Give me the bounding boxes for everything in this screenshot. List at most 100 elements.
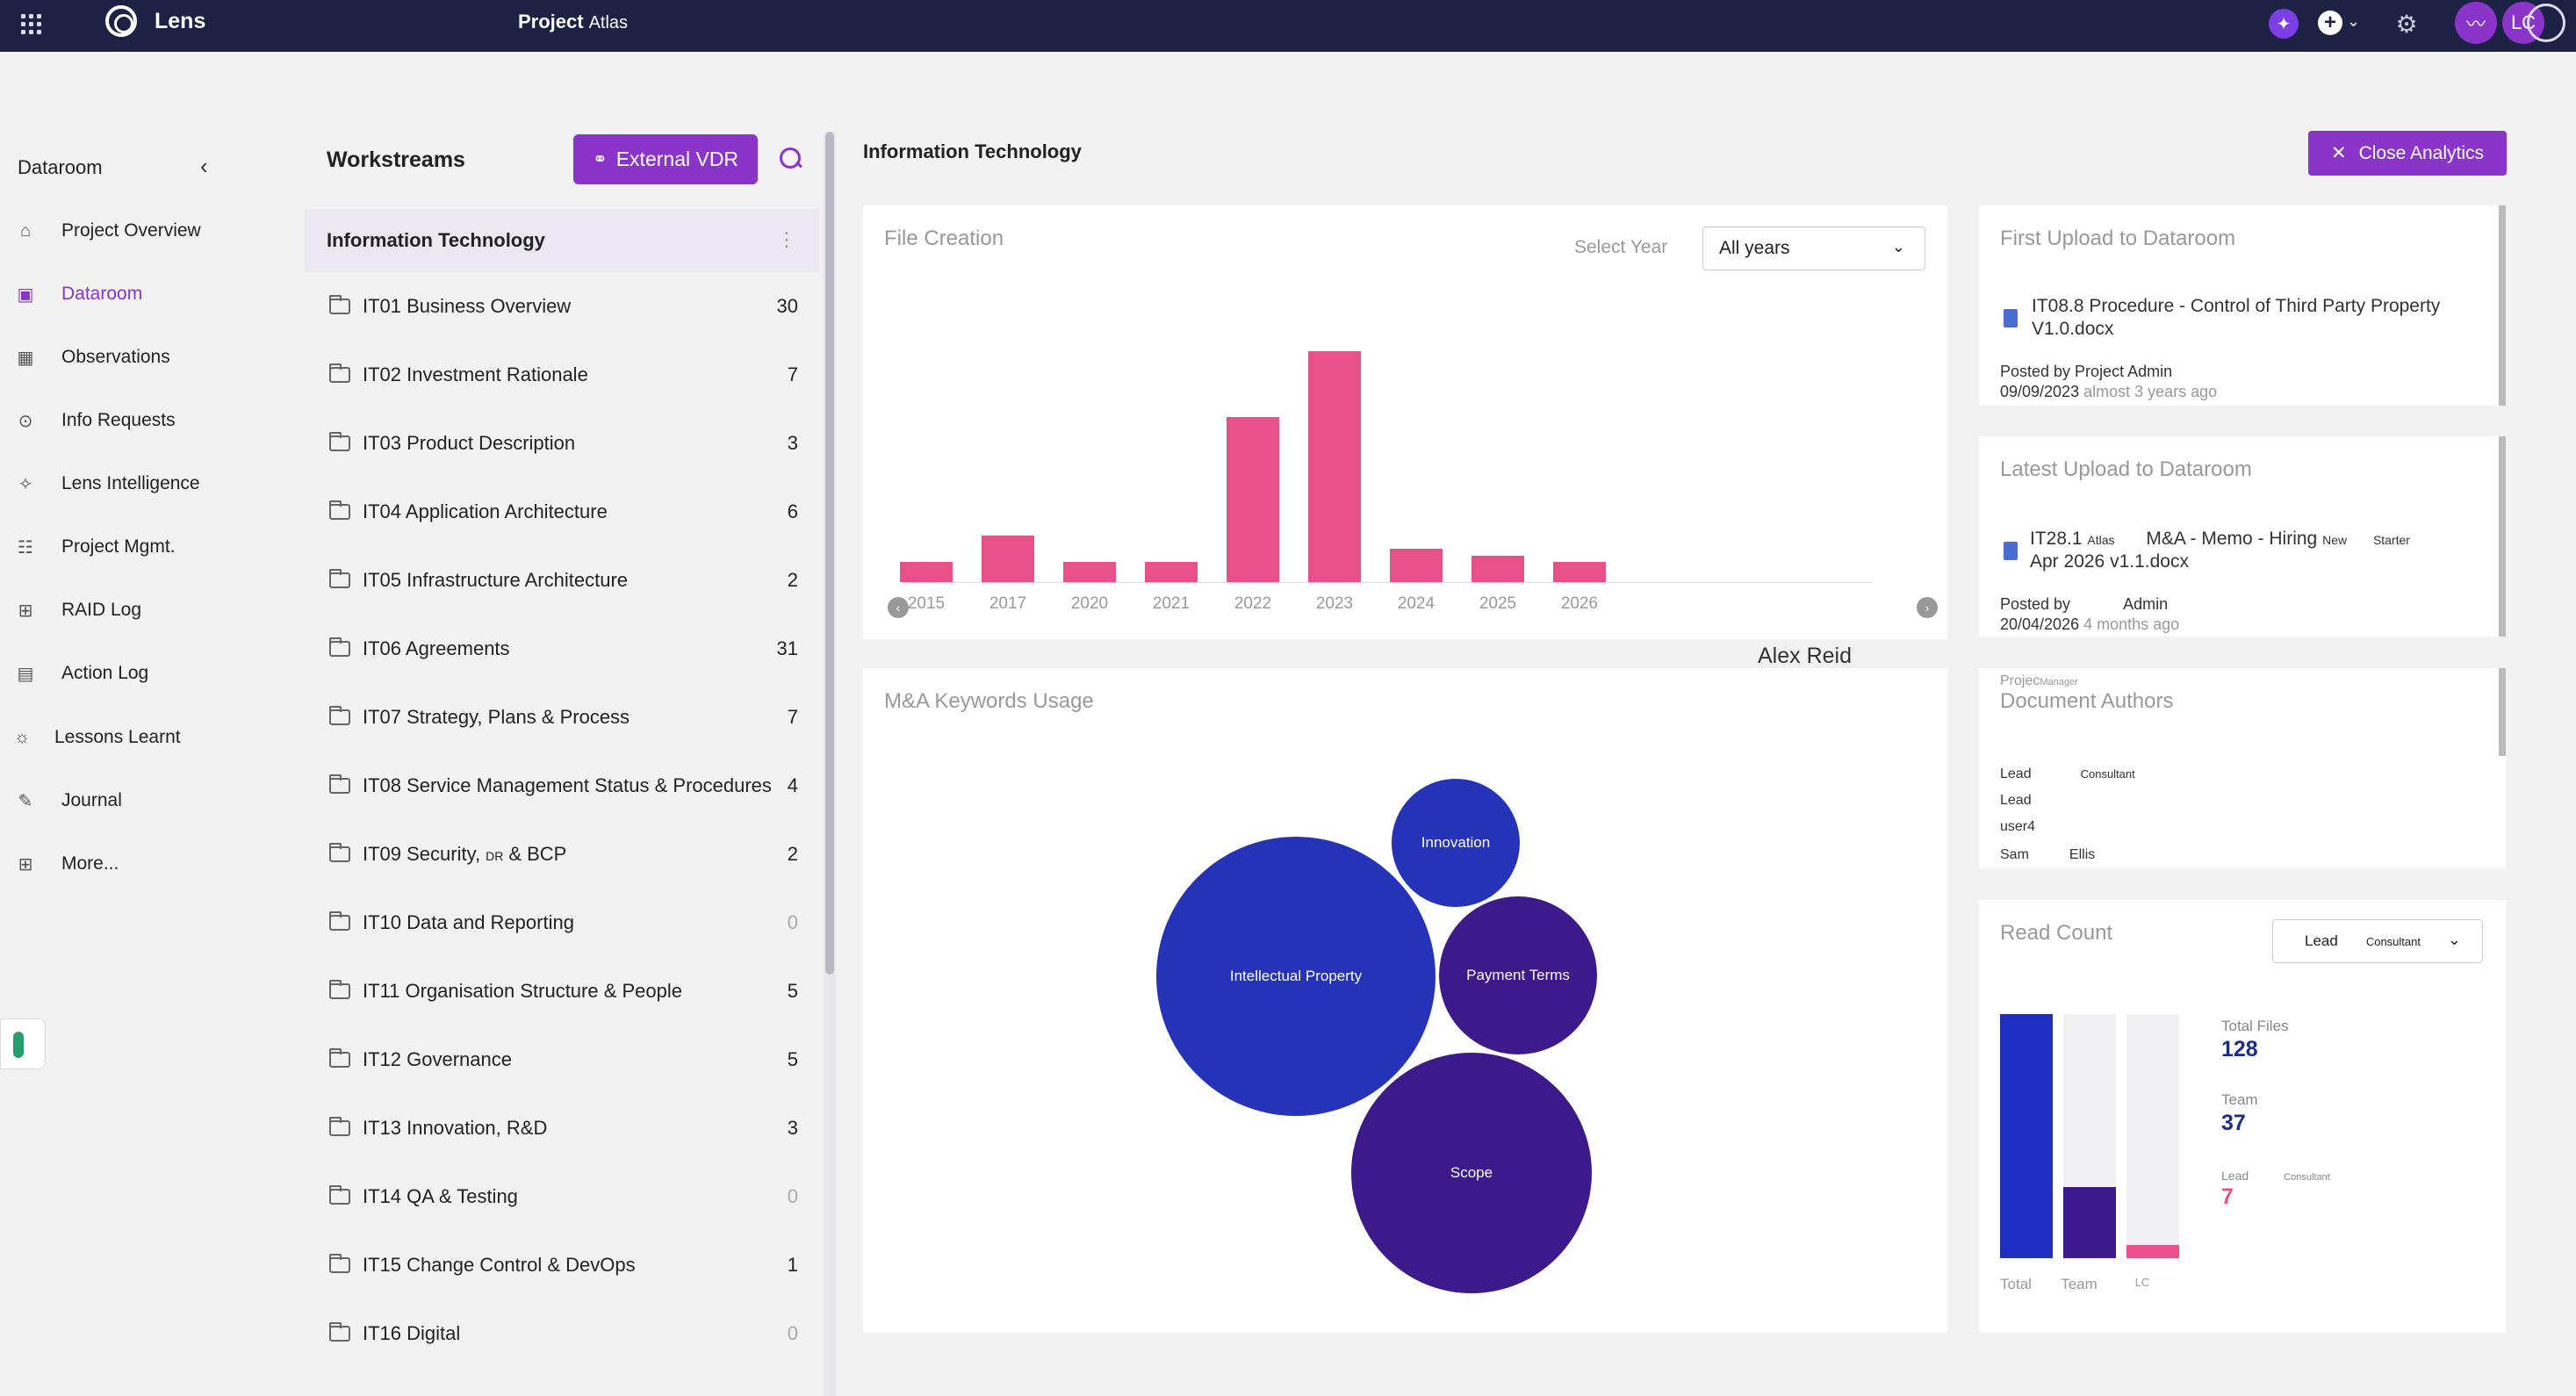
workstream-label: IT09 Security, DR & BCP bbox=[363, 843, 566, 866]
sidebar-item-label: Dataroom bbox=[61, 284, 143, 304]
sidebar-item-label: Project Overview bbox=[61, 220, 201, 241]
sidebar-item-info-requests[interactable]: ⊙ Info Requests bbox=[14, 403, 176, 438]
workstream-row[interactable]: IT11 Organisation Structure & People 5 bbox=[305, 957, 819, 1025]
workstream-label: IT14 QA & Testing bbox=[363, 1185, 518, 1207]
chart-bar[interactable] bbox=[900, 562, 953, 582]
workstream-row[interactable]: IT15 Change Control & DevOps 1 bbox=[305, 1231, 819, 1299]
workstream-label: IT01 Business Overview bbox=[363, 295, 572, 317]
x-tick-label: 2024 bbox=[1397, 594, 1436, 613]
x-tick-label: 2020 bbox=[1070, 594, 1109, 613]
chart-bar[interactable] bbox=[1063, 562, 1116, 582]
workstream-row[interactable]: IT16 Digital 0 bbox=[305, 1299, 819, 1368]
workstream-count: 2 bbox=[787, 843, 798, 865]
file-creation-card: File Creation Select Year All years ⌄ 20… bbox=[863, 205, 1947, 639]
gear-icon[interactable]: ⚙ bbox=[2395, 10, 2418, 38]
read-bar[interactable] bbox=[2000, 1014, 2053, 1258]
first-upload-file-link[interactable]: IT08.8 Procedure - Control of Third Part… bbox=[2032, 296, 2441, 340]
workstream-label-main: IT09 Security, bbox=[363, 843, 481, 865]
workstream-label-suffix: & BCP bbox=[508, 843, 567, 865]
chart-next-icon[interactable]: › bbox=[1917, 597, 1938, 618]
folder-icon bbox=[329, 1048, 350, 1068]
feedback-tab[interactable] bbox=[0, 1018, 46, 1069]
app-grid-icon[interactable] bbox=[18, 11, 42, 35]
chart-prev-icon[interactable]: ‹ bbox=[888, 597, 909, 618]
sidebar-item-label: Info Requests bbox=[61, 410, 176, 430]
chart-bar[interactable] bbox=[1553, 562, 1606, 582]
top-bar: Lens Project Atlas ✦ + ⌄ ⚙ 〰 LC bbox=[0, 0, 2576, 52]
activity-pulse-icon[interactable]: 〰 bbox=[2455, 2, 2497, 44]
chart-bar[interactable] bbox=[982, 536, 1034, 582]
sidebar-item-project-overview[interactable]: ⌂ Project Overview bbox=[14, 213, 201, 248]
avatar-status-ring bbox=[2527, 4, 2565, 42]
latest-upload-file-link[interactable]: IT28.1 Atlas M&A - Memo - Hiring New Sta… bbox=[2030, 528, 2469, 574]
latest-upload-card: Latest Upload to Dataroom IT28.1 Atlas M… bbox=[1979, 436, 2506, 637]
folder-icon bbox=[329, 637, 350, 657]
sidebar-item-project-mgmt[interactable]: ☷ Project Mgmt. bbox=[14, 529, 176, 565]
card-title: First Upload to Dataroom bbox=[2000, 227, 2236, 250]
upload-date: 09/09/2023 bbox=[2000, 382, 2080, 400]
keyword-bubble[interactable]: Innovation bbox=[1392, 779, 1520, 907]
workstreams-scrollbar[interactable] bbox=[825, 132, 834, 975]
search-icon[interactable] bbox=[778, 146, 804, 172]
journal-icon: ✎ bbox=[18, 791, 33, 811]
sidebar-item-observations[interactable]: ▦ Observations bbox=[14, 340, 170, 375]
card-scrollbar[interactable] bbox=[2499, 205, 2506, 406]
card-scrollbar[interactable] bbox=[2499, 436, 2506, 637]
workstream-row[interactable]: IT10 Data and Reporting 0 bbox=[305, 889, 819, 957]
sidebar-item-lens-intelligence[interactable]: ✧ Lens Intelligence bbox=[14, 466, 200, 501]
collapse-nav-icon[interactable]: ‹ bbox=[200, 153, 208, 179]
sidebar-item-raid-log[interactable]: ⊞ RAID Log bbox=[14, 593, 141, 628]
reader-select[interactable]: Lead Consultant ⌄ bbox=[2272, 919, 2483, 963]
sidebar-item-dataroom[interactable]: ▣ Dataroom bbox=[14, 277, 143, 312]
keyword-bubble[interactable]: Intellectual Property bbox=[1156, 837, 1436, 1116]
chart-bar[interactable] bbox=[1145, 562, 1198, 582]
sidebar-item-lessons-learnt[interactable]: ☼ Lessons Learnt bbox=[11, 720, 181, 755]
folder-icon bbox=[329, 843, 350, 862]
chart-bar[interactable] bbox=[1308, 351, 1361, 582]
overlay-part: Projec bbox=[2000, 673, 2040, 688]
workstream-header[interactable]: Information Technology ⋮ bbox=[305, 209, 819, 272]
more-options-icon[interactable]: ⋮ bbox=[777, 228, 796, 250]
workstream-row[interactable]: IT13 Innovation, R&D 3 bbox=[305, 1094, 819, 1162]
workstream-row[interactable]: IT09 Security, DR & BCP 2 bbox=[305, 820, 819, 889]
chart-bar[interactable] bbox=[1471, 556, 1524, 582]
workstream-label: IT02 Investment Rationale bbox=[363, 363, 588, 385]
card-scrollbar[interactable] bbox=[2499, 668, 2506, 756]
ai-sparkle-icon[interactable]: ✦ bbox=[2269, 9, 2299, 39]
workstream-row[interactable]: IT01 Business Overview 30 bbox=[305, 272, 819, 341]
folder-icon bbox=[329, 980, 350, 999]
keyword-bubble[interactable]: Payment Terms bbox=[1439, 896, 1597, 1054]
add-icon[interactable]: + bbox=[2318, 11, 2342, 35]
chart-bar[interactable] bbox=[1227, 417, 1279, 582]
workstream-row[interactable]: IT12 Governance 5 bbox=[305, 1025, 819, 1094]
sidebar-item-journal[interactable]: ✎ Journal bbox=[14, 783, 122, 818]
stat-label: Team bbox=[2221, 1091, 2258, 1108]
external-vdr-button[interactable]: ⚭ External VDR bbox=[573, 134, 758, 184]
workstream-row[interactable]: IT05 Infrastructure Architecture 2 bbox=[305, 546, 819, 615]
folder-icon bbox=[329, 911, 350, 931]
workstream-row[interactable]: IT03 Product Description 3 bbox=[305, 409, 819, 478]
keyword-bubble[interactable]: Scope bbox=[1351, 1053, 1592, 1293]
read-bar[interactable] bbox=[2063, 1187, 2116, 1258]
workstream-row[interactable]: IT14 QA & Testing 0 bbox=[305, 1162, 819, 1231]
close-analytics-button[interactable]: ✕ Close Analytics bbox=[2308, 131, 2507, 176]
workstream-row[interactable]: IT06 Agreements 31 bbox=[305, 615, 819, 683]
workstream-row[interactable]: IT02 Investment Rationale 7 bbox=[305, 341, 819, 409]
sidebar-item-action-log[interactable]: ▤ Action Log bbox=[14, 656, 149, 691]
sidebar-item-more[interactable]: ⊞ More... bbox=[14, 846, 119, 881]
chart-bar[interactable] bbox=[1390, 549, 1443, 582]
author-name: Lead bbox=[2000, 766, 2032, 781]
workstream-row[interactable]: IT07 Strategy, Plans & Process 7 bbox=[305, 683, 819, 752]
read-bar[interactable] bbox=[2126, 1245, 2179, 1258]
read-count-card: Read Count Lead Consultant ⌄ Total Team L… bbox=[1979, 900, 2506, 1333]
year-select[interactable]: All years ⌄ bbox=[1702, 227, 1925, 270]
file-name-part: New bbox=[2322, 533, 2348, 547]
workstream-count: 30 bbox=[776, 295, 798, 317]
chevron-down-icon[interactable]: ⌄ bbox=[2347, 12, 2361, 30]
workstream-row[interactable]: IT04 Application Architecture 6 bbox=[305, 478, 819, 546]
workstream-label: IT05 Infrastructure Architecture bbox=[363, 569, 629, 591]
author-role: Ellis bbox=[2069, 847, 2096, 862]
file-name-part: Apr 2026 v1.1.docx bbox=[2030, 551, 2189, 572]
workstream-row[interactable]: IT08 Service Management Status & Procedu… bbox=[305, 752, 819, 820]
folder-icon bbox=[329, 1117, 350, 1136]
